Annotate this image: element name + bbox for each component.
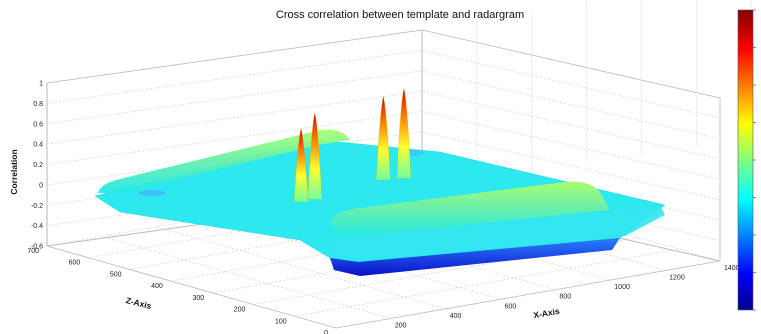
y-tick-label: 0: [39, 182, 43, 189]
front-ridge: [330, 181, 610, 238]
correlation-peak: [376, 95, 391, 181]
surface-front-face: [330, 238, 620, 276]
z-gridline: [335, 260, 721, 329]
y-tick-label: 0.6: [33, 121, 43, 128]
y-tick-label: -0.2: [31, 203, 43, 210]
y-tick-label: -0.6: [31, 244, 43, 251]
correlation-peak: [307, 112, 322, 200]
x-tick-label: 200: [395, 322, 407, 329]
y-gridline: [46, 29, 721, 99]
correlation-peak: [293, 127, 309, 202]
x-tick-label: 1200: [669, 275, 685, 282]
x-tick-label: 800: [559, 294, 571, 301]
y-tick-label: 0.2: [33, 162, 43, 169]
y-tick-label: -0.4: [31, 223, 43, 230]
chart-title: Cross correlation between template and r…: [276, 9, 524, 21]
x-tick-label: 1000: [614, 284, 630, 291]
z-gridline: [294, 248, 679, 317]
z-axis-label: Z-Axis: [125, 295, 153, 311]
z-tick-label: 100: [275, 318, 287, 325]
colorbar: [737, 9, 756, 311]
z-tick-label: 300: [192, 295, 204, 302]
correlation-peak: [396, 87, 412, 179]
surface-dimple: [138, 190, 166, 196]
back-ridge: [98, 129, 350, 193]
x-axis-label: X-Axis: [533, 306, 561, 320]
colorbar-gradient: [737, 9, 754, 311]
y-axis-label: Correlation: [9, 149, 19, 194]
z-tick-label: 0: [324, 330, 328, 334]
z-tick-label: 600: [69, 260, 81, 267]
peaks-layer: [293, 87, 412, 202]
y-tick-label: 1: [39, 81, 43, 88]
z-tick-label: 200: [234, 307, 246, 314]
y-tick-label: 0.4: [33, 142, 43, 149]
y-tick-label: 0.8: [33, 101, 43, 108]
x-tick-label: 600: [505, 303, 517, 310]
z-tick-label: 500: [110, 271, 122, 278]
ticks-layer: 1 0.8 0.6 0.4 0.2 0 -0.2 -0.4 -0.6 0 100 200 300 400 5…: [27, 81, 739, 334]
z-tick-label: 400: [151, 283, 163, 290]
front-ridge-edge: [332, 205, 665, 258]
x-tick-label: 400: [450, 313, 462, 320]
x-tick-label: 1400: [724, 265, 740, 272]
z-tick-label: 700: [27, 248, 39, 255]
